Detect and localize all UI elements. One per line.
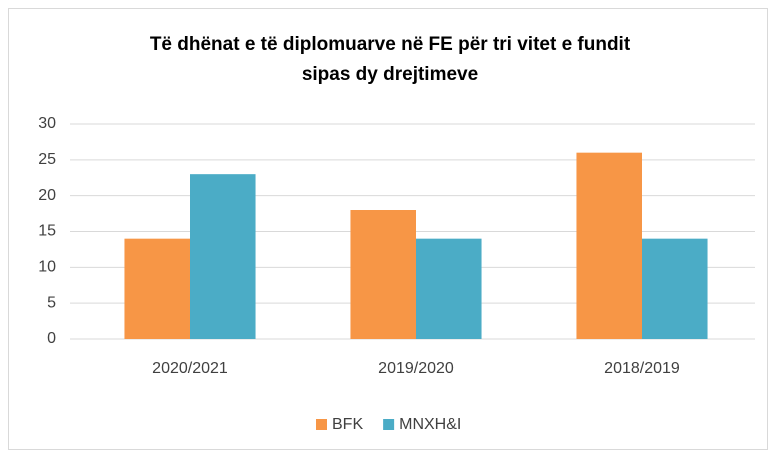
- legend-label: BFK: [332, 416, 363, 433]
- bar: [124, 238, 190, 339]
- legend-swatch: [383, 419, 395, 430]
- chart-title: sipas dy drejtimeve: [302, 64, 478, 85]
- x-tick-label: 2018/2019: [604, 360, 680, 377]
- chart-title: Të dhënat e të diplomuarve në FE për tri…: [150, 34, 631, 55]
- legend-swatch: [316, 419, 327, 430]
- y-tick-label: 15: [38, 223, 56, 240]
- x-tick-label: 2020/2021: [152, 360, 228, 377]
- y-tick-label: 30: [38, 115, 56, 132]
- y-tick-label: 25: [38, 151, 56, 168]
- bar: [350, 210, 416, 339]
- y-tick-label: 10: [38, 259, 56, 276]
- bar: [576, 152, 642, 339]
- y-tick-label: 0: [47, 330, 56, 347]
- y-tick-label: 5: [47, 294, 56, 311]
- bar: [642, 238, 708, 339]
- bar: [416, 238, 482, 339]
- legend-label: MNXH&I: [399, 416, 461, 433]
- x-tick-label: 2019/2020: [378, 360, 454, 377]
- y-tick-label: 20: [38, 187, 56, 204]
- bar: [190, 174, 256, 339]
